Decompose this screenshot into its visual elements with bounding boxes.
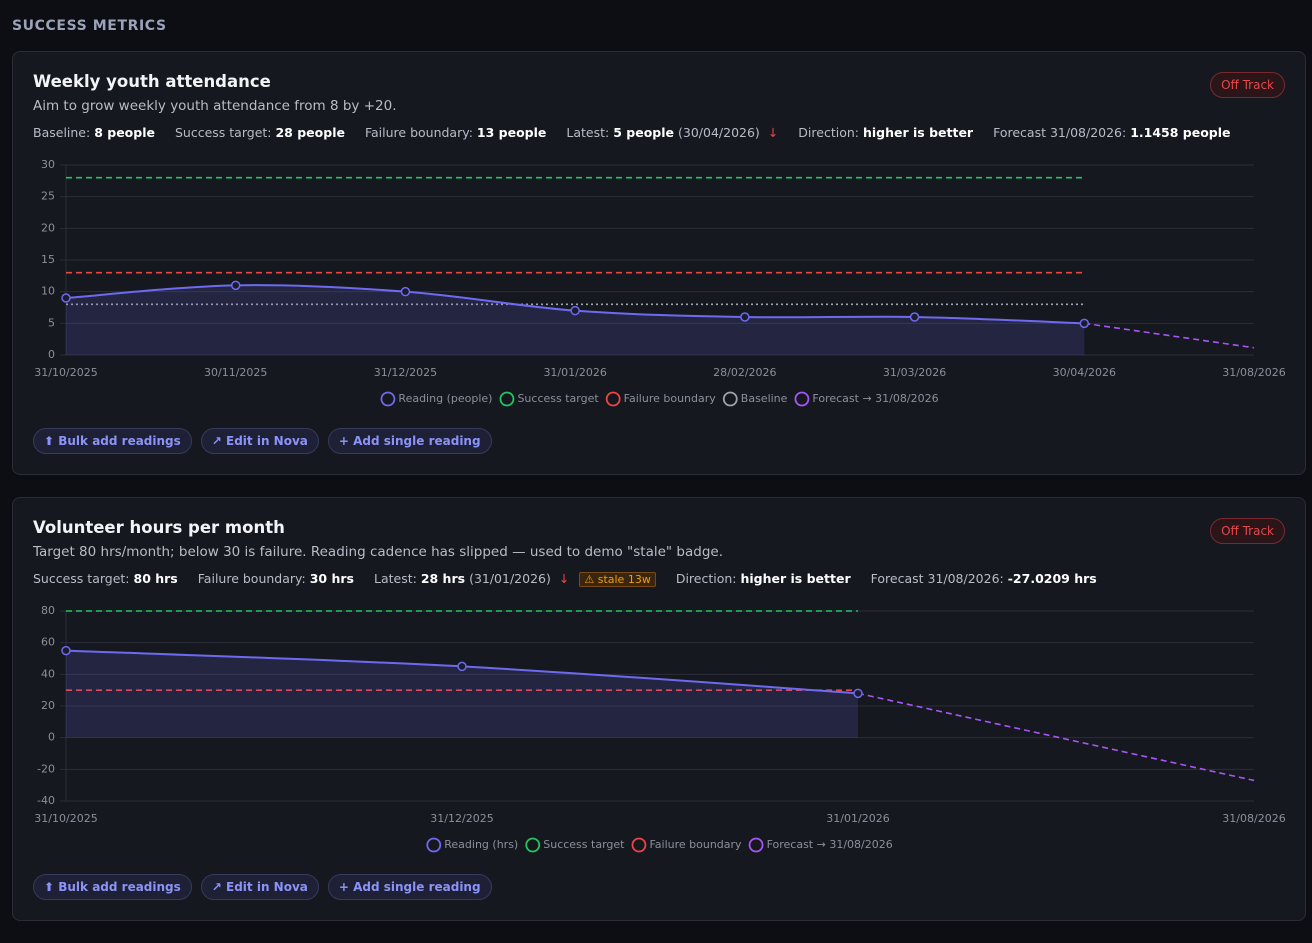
meta-label: Failure boundary:	[197, 571, 306, 586]
meta-label: Success target:	[174, 125, 272, 140]
meta-value: 80 hrs	[133, 571, 178, 586]
meta-item: Baseline: 8 people	[33, 125, 155, 140]
trend-arrow: ↓	[767, 125, 779, 140]
meta-value: 5 people	[613, 125, 675, 140]
actions: ⬆ Bulk add readings ↗ Edit in Nova + Add s…	[33, 428, 492, 454]
meta-label: Latest:	[566, 125, 610, 140]
action-button[interactable]: + Add single reading	[327, 428, 492, 454]
meta-label: Baseline:	[33, 125, 91, 140]
meta-item: Latest: 5 people (30/04/2026) ↓	[566, 125, 778, 140]
meta-item: Direction: higher is better	[798, 125, 973, 140]
card-description: Aim to grow weekly youth attendance from…	[33, 98, 397, 114]
metric-card: Volunteer hours per month Target 80 hrs/m…	[12, 497, 1306, 921]
meta-value: 13 people	[476, 125, 547, 140]
meta-label: Failure boundary:	[364, 125, 473, 140]
meta-item: Forecast 31/08/2026: 1.1458 people	[993, 125, 1230, 140]
meta-note: (30/04/2026)	[678, 125, 760, 140]
meta-row: Baseline: 8 people Success target: 28 peo…	[33, 125, 1231, 140]
action-button[interactable]: ↗ Edit in Nova	[200, 428, 319, 454]
meta-label: Direction:	[675, 571, 737, 586]
meta-label: Forecast 31/08/2026:	[993, 125, 1127, 140]
meta-value: higher is better	[862, 125, 974, 140]
meta-label: Latest:	[373, 571, 417, 586]
meta-value: 28 people	[275, 125, 345, 140]
card-title: Weekly youth attendance	[33, 72, 271, 91]
meta-value: 8 people	[94, 125, 155, 140]
status-badge: Off Track	[1210, 518, 1285, 544]
meta-item: Latest: 28 hrs (31/01/2026) ↓ ⚠ stale 13w	[373, 571, 656, 587]
meta-value: 30 hrs	[309, 571, 354, 586]
metric-card: Weekly youth attendance Aim to grow weekl…	[12, 51, 1306, 475]
meta-value: 1.1458 people	[1130, 125, 1231, 140]
meta-label: Forecast 31/08/2026:	[870, 571, 1004, 586]
meta-value: 28 hrs	[420, 571, 466, 586]
meta-value: -27.0209 hrs	[1007, 571, 1097, 586]
meta-label: Direction:	[798, 125, 859, 140]
meta-label: Success target:	[33, 571, 130, 586]
meta-item: Direction: higher is better	[676, 571, 851, 586]
trend-arrow: ↓	[558, 571, 570, 586]
meta-note: (31/01/2026)	[469, 571, 551, 586]
action-button[interactable]: + Add single reading	[327, 874, 492, 900]
action-button[interactable]: ⬆ Bulk add readings	[33, 428, 192, 454]
card-title: Volunteer hours per month	[33, 518, 285, 537]
meta-item: Failure boundary: 13 people	[365, 125, 546, 140]
meta-item: Success target: 28 people	[175, 125, 345, 140]
status-badge: Off Track	[1210, 72, 1285, 98]
card-description: Target 80 hrs/month; below 30 is failure…	[33, 544, 723, 560]
actions: ⬆ Bulk add readings ↗ Edit in Nova + Add s…	[33, 874, 492, 900]
meta-item: Forecast 31/08/2026: -27.0209 hrs	[871, 571, 1097, 586]
stale-badge: ⚠ stale 13w	[579, 572, 656, 587]
meta-value: higher is better	[740, 571, 851, 586]
meta-item: Failure boundary: 30 hrs	[198, 571, 354, 586]
section-title: SUCCESS METRICS	[12, 18, 167, 34]
action-button[interactable]: ↗ Edit in Nova	[200, 874, 319, 900]
meta-row: Success target: 80 hrs Failure boundary: …	[33, 571, 1097, 587]
meta-item: Success target: 80 hrs	[33, 571, 178, 586]
action-button[interactable]: ⬆ Bulk add readings	[33, 874, 192, 900]
